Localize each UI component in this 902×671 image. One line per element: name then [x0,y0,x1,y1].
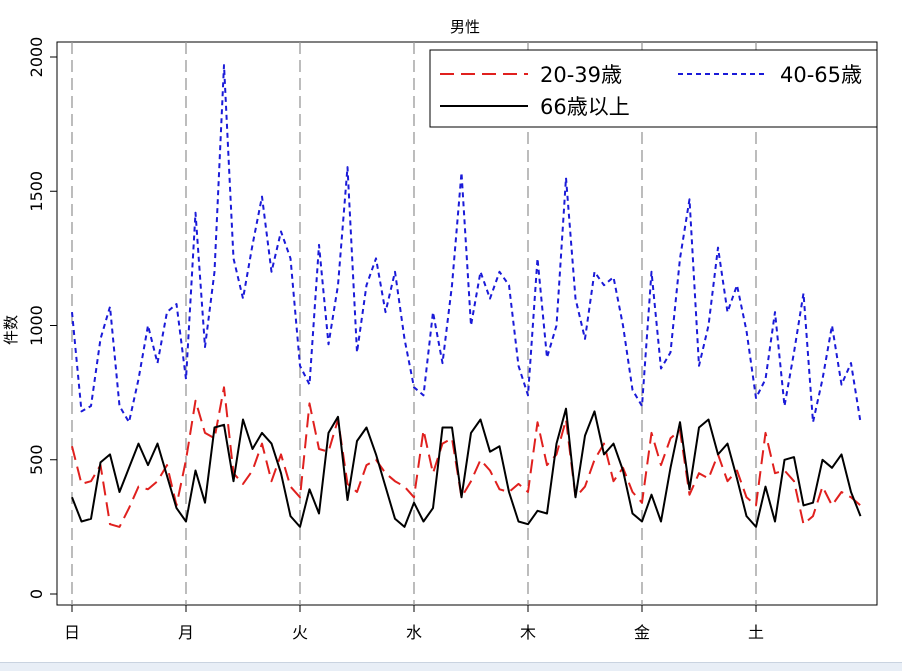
series-lines [71,64,862,528]
x-tick-label: 土 [748,623,764,642]
x-tick-label: 火 [292,623,308,642]
y-tick-label: 0 [27,589,46,599]
y-tick-label: 500 [27,444,46,475]
legend-label-20-39: 20-39歳 [540,63,622,87]
plot-frame [56,41,878,606]
y-tick-label: 1500 [27,171,46,212]
series-line-0 [71,386,862,528]
legend-label-66-plus: 66歳以上 [540,95,630,119]
legend-label-40-65: 40-65歳 [780,63,862,87]
x-axis: 日月火水木金土 [64,605,764,642]
y-axis-label: 件数 [2,315,20,345]
day-gridlines [71,42,757,605]
x-tick-label: 日 [64,623,80,642]
x-tick-label: 木 [520,623,536,642]
chart-title: 男性 [450,18,480,36]
x-tick-label: 水 [406,623,422,642]
bottom-scrollbar-strip [0,662,902,671]
legend-box [429,49,878,128]
x-tick-label: 月 [178,623,194,642]
legend: 20-39歳 40-65歳 66歳以上 [429,49,878,128]
y-axis: 0 500 1000 1500 2000 [27,37,57,599]
series-line-1 [71,64,862,424]
x-tick-label: 金 [634,623,650,642]
y-tick-label: 2000 [27,37,46,78]
y-tick-label: 1000 [27,305,46,346]
series-line-2 [71,407,862,528]
